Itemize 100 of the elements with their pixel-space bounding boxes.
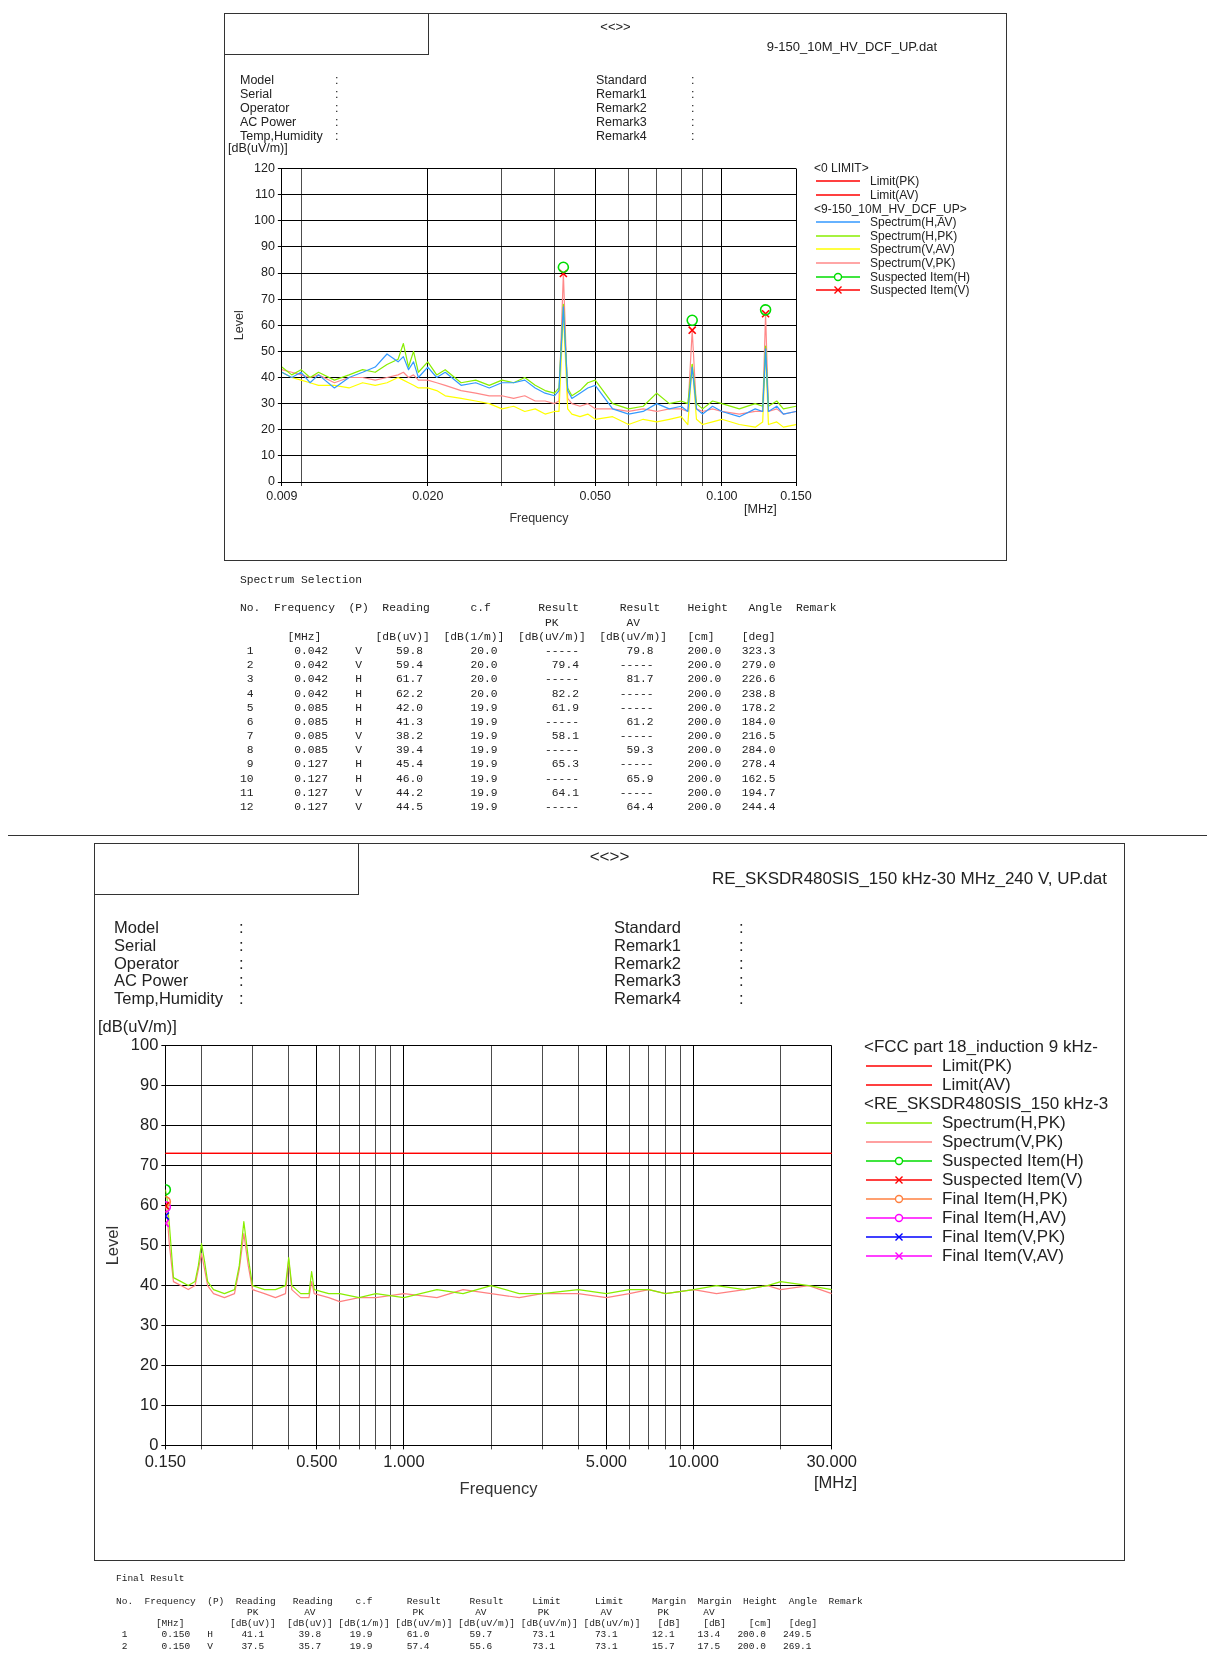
text: <RE_SKSDR480SIS_150 kHz-3 <box>864 1094 1109 1113</box>
text: [MHz] <box>744 502 777 516</box>
text: AC Power : <box>240 115 339 129</box>
text: Standard : <box>614 918 744 936</box>
legend-label: Suspected Item(H) <box>942 1150 1084 1171</box>
x-tick-label: 1.000 <box>383 1451 425 1470</box>
y-tick-label: 80 <box>260 265 275 280</box>
legend-label: Limit(AV) <box>942 1074 1011 1095</box>
text: Remark1 : <box>614 935 744 954</box>
text: Model : <box>240 73 339 87</box>
x-tick-label: 5.000 <box>585 1451 628 1470</box>
text: PK AV <box>544 615 641 630</box>
x-tick-label: 0.100 <box>706 488 738 503</box>
y-tick-label: 70 <box>139 1155 159 1174</box>
legend-label: Spectrum(V,AV) <box>870 242 955 257</box>
text: 9 0.127 H 45.4 19.9 65.3 ----- 200.0 278.4 <box>245 757 777 772</box>
text: 2 0.042 V 59.4 20.0 79.4 ----- 200.0 279.0 <box>245 658 777 673</box>
text: 12 0.127 V 44.5 19.9 ----- 64.4 200.0 244.4 <box>240 800 777 815</box>
legend-label: Suspected Item(V) <box>942 1169 1083 1190</box>
y-tick-label: 30 <box>139 1315 159 1334</box>
legend-label: Final Item(V,AV) <box>942 1245 1064 1266</box>
text: 11 0.127 V 44.2 19.9 64.1 ----- 200.0 194.7 <box>240 785 777 800</box>
x-tick-label: 0.020 <box>412 488 444 503</box>
y-tick-label: 100 <box>130 1035 159 1054</box>
y-axis-title: Level <box>231 310 246 341</box>
y-tick-label: 0 <box>149 1434 159 1453</box>
text: No. Frequency (P) Reading Reading c.f Result Result Limit Limit Margin Margin Height Angle Remark <box>116 1595 863 1607</box>
legend-label: Suspected Item(V) <box>870 283 970 298</box>
y-tick-label: 20 <box>260 422 275 437</box>
x-tick-label: 0.050 <box>579 488 611 503</box>
legend-label: Spectrum(H,PK) <box>870 228 958 243</box>
y-tick-label: 60 <box>139 1195 159 1214</box>
x-axis-title: Frequency <box>459 1478 539 1497</box>
legend-label: Spectrum(V,PK) <box>870 255 956 270</box>
legend-title: <0 LIMIT> <box>814 161 870 175</box>
text: Remark4 : <box>596 129 695 143</box>
text: Model : <box>114 918 244 936</box>
y-tick-label: 0 <box>267 474 275 489</box>
y-tick-label: 120 <box>254 160 275 175</box>
legend-label: Final Item(H,PK) <box>942 1188 1068 1209</box>
text: [MHz] [dB(uV)] [dB(uV)] [dB(1/m)] [dB(uV/m)] [dB(uV/m)] [dB(uV/m)] [dB(uV/m)] [dB] [dB] [cm] [deg] <box>154 1618 819 1630</box>
text: 2 0.150 V 37.5 35.7 19.9 57.4 55.6 73.1 73.1 15.7 17.5 200.0 269.1 <box>120 1640 813 1653</box>
text: Operator : <box>240 101 339 115</box>
text: AC Power : <box>114 971 244 990</box>
legend-label: Limit(PK) <box>942 1055 1012 1076</box>
text: 4 0.042 H 62.2 20.0 82.2 ----- 200.0 238.8 <box>245 686 777 701</box>
y-tick-label: 50 <box>139 1235 159 1254</box>
text: [dB(uV/m)] <box>98 1017 177 1036</box>
text: 10 0.127 H 46.0 19.9 ----- 65.9 200.0 162.5 <box>240 771 777 786</box>
text: Remark3 : <box>614 971 744 990</box>
text: RE_SKSDR480SIS_150 kHz-30 MHz_240 V, UP.dat <box>711 869 1107 888</box>
y-tick-label: 40 <box>260 369 275 384</box>
y-tick-label: 20 <box>139 1355 159 1374</box>
text: 8 0.085 V 39.4 19.9 ----- 59.3 200.0 284.0 <box>245 743 777 758</box>
text: Standard : <box>596 73 695 87</box>
text: PK AV PK AV PK AV PK AV <box>246 1606 716 1619</box>
chart-title: <<>> <box>588 847 631 867</box>
y-tick-label: 40 <box>139 1275 159 1294</box>
text: 1 0.150 H 41.1 39.8 19.9 61.0 59.7 73.1 73.1 12.1 13.4 200.0 249.5 <box>120 1629 813 1641</box>
text: 3 0.042 H 61.7 20.0 ----- 81.7 200.0 226.6 <box>245 672 777 687</box>
text: Remark2 : <box>614 953 744 972</box>
y-tick-label: 100 <box>254 213 275 228</box>
y-tick-label: 80 <box>139 1115 159 1134</box>
y-tick-label: 70 <box>260 291 275 306</box>
y-tick-label: 30 <box>260 396 275 411</box>
legend-label: Final Item(V,PK) <box>942 1226 1066 1247</box>
text: Serial : <box>114 935 244 954</box>
legend-label: Final Item(H,AV) <box>942 1207 1067 1228</box>
text: Remark2 : <box>596 101 695 115</box>
y-tick-label: 110 <box>254 187 275 202</box>
legend-title: <FCC part 18_induction 9 kHz- <box>864 1037 1099 1056</box>
text: Remark1 : <box>596 87 695 101</box>
text: Serial : <box>240 87 339 101</box>
x-axis-title: Frequency <box>509 510 570 525</box>
text: Temp,Humidity : <box>240 129 339 143</box>
y-tick-label: 90 <box>139 1075 159 1094</box>
text: Temp,Humidity : <box>114 989 244 1009</box>
legend-label: Spectrum(H,PK) <box>942 1112 1066 1133</box>
text: [MHz] [dB(uV)] [dB(1/m)] [dB(uV/m)] [dB(uV/m)] [cm] [deg] <box>286 629 777 644</box>
text: 9-150_10M_HV_DCF_UP.dat <box>766 39 937 54</box>
legend-label: Spectrum(V,PK) <box>942 1131 1064 1152</box>
y-axis-title: Level <box>103 1225 122 1266</box>
text: Remark4 : <box>614 989 744 1008</box>
text: 1 0.042 V 59.8 20.0 ----- 79.8 200.0 323.3 <box>245 643 777 659</box>
text: Final Result <box>116 1573 186 1585</box>
text: 5 0.085 H 42.0 19.9 61.9 ----- 200.0 178.2 <box>245 700 777 715</box>
text: Operator : <box>114 953 244 972</box>
text: No. Frequency (P) Reading c.f Result Result Height Angle Remark <box>240 601 837 616</box>
legend-label: Suspected Item(H) <box>870 269 971 284</box>
chart-title: <<>> <box>599 19 632 34</box>
text: <9-150_10M_HV_DCF_UP> <box>814 201 968 216</box>
x-tick-label: 0.500 <box>296 1451 338 1470</box>
y-tick-label: 60 <box>260 317 275 332</box>
text: 6 0.085 H 41.3 19.9 ----- 61.2 200.0 184.0 <box>245 714 777 730</box>
y-tick-label: 10 <box>260 448 275 463</box>
y-tick-label: 10 <box>139 1395 159 1413</box>
text: 7 0.085 V 38.2 19.9 58.1 ----- 200.0 216.5 <box>245 729 777 744</box>
legend-label: Limit(AV) <box>870 188 919 202</box>
y-tick-label: 90 <box>260 239 275 254</box>
legend-label: Limit(PK) <box>870 174 920 189</box>
